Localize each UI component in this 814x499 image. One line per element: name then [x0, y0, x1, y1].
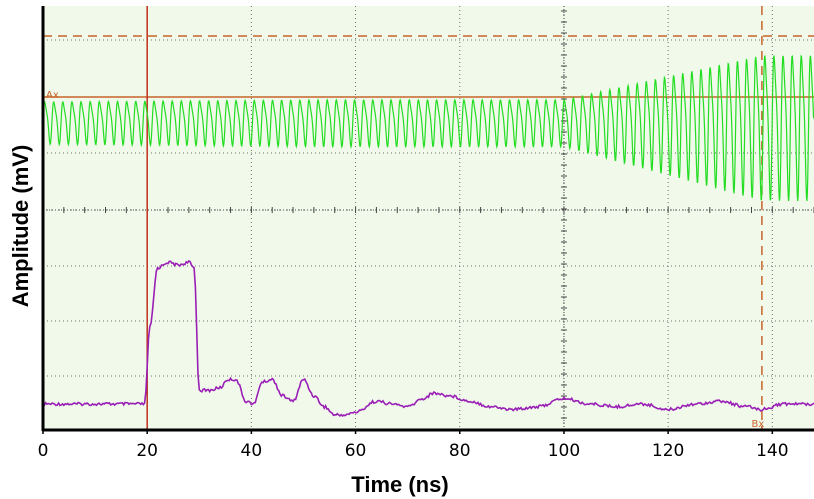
cursor-label-bx: Bx	[752, 419, 765, 430]
series-lower-trace	[42, 259, 814, 417]
x-tick-label: 60	[345, 441, 367, 461]
x-tick-label: 0	[38, 441, 49, 461]
x-axis-ticks: 0 20 40 60 80 100 120 140	[38, 429, 789, 461]
x-tick-label: 20	[136, 441, 158, 461]
plot-frame	[41, 6, 814, 432]
grid	[43, 6, 814, 429]
x-tick-label: 40	[241, 441, 263, 461]
x-tick-label: 100	[548, 441, 580, 461]
x-tick-label: 140	[756, 441, 788, 461]
series-upper-trace	[42, 54, 814, 202]
plot-background	[43, 6, 814, 429]
x-tick-label: 80	[449, 441, 471, 461]
cursor-label-ax: Ax	[46, 90, 59, 101]
x-tick-label: 120	[652, 441, 684, 461]
y-axis-title: Amplitude (mV)	[8, 145, 33, 308]
x-axis-title: Time (ns)	[351, 472, 448, 497]
